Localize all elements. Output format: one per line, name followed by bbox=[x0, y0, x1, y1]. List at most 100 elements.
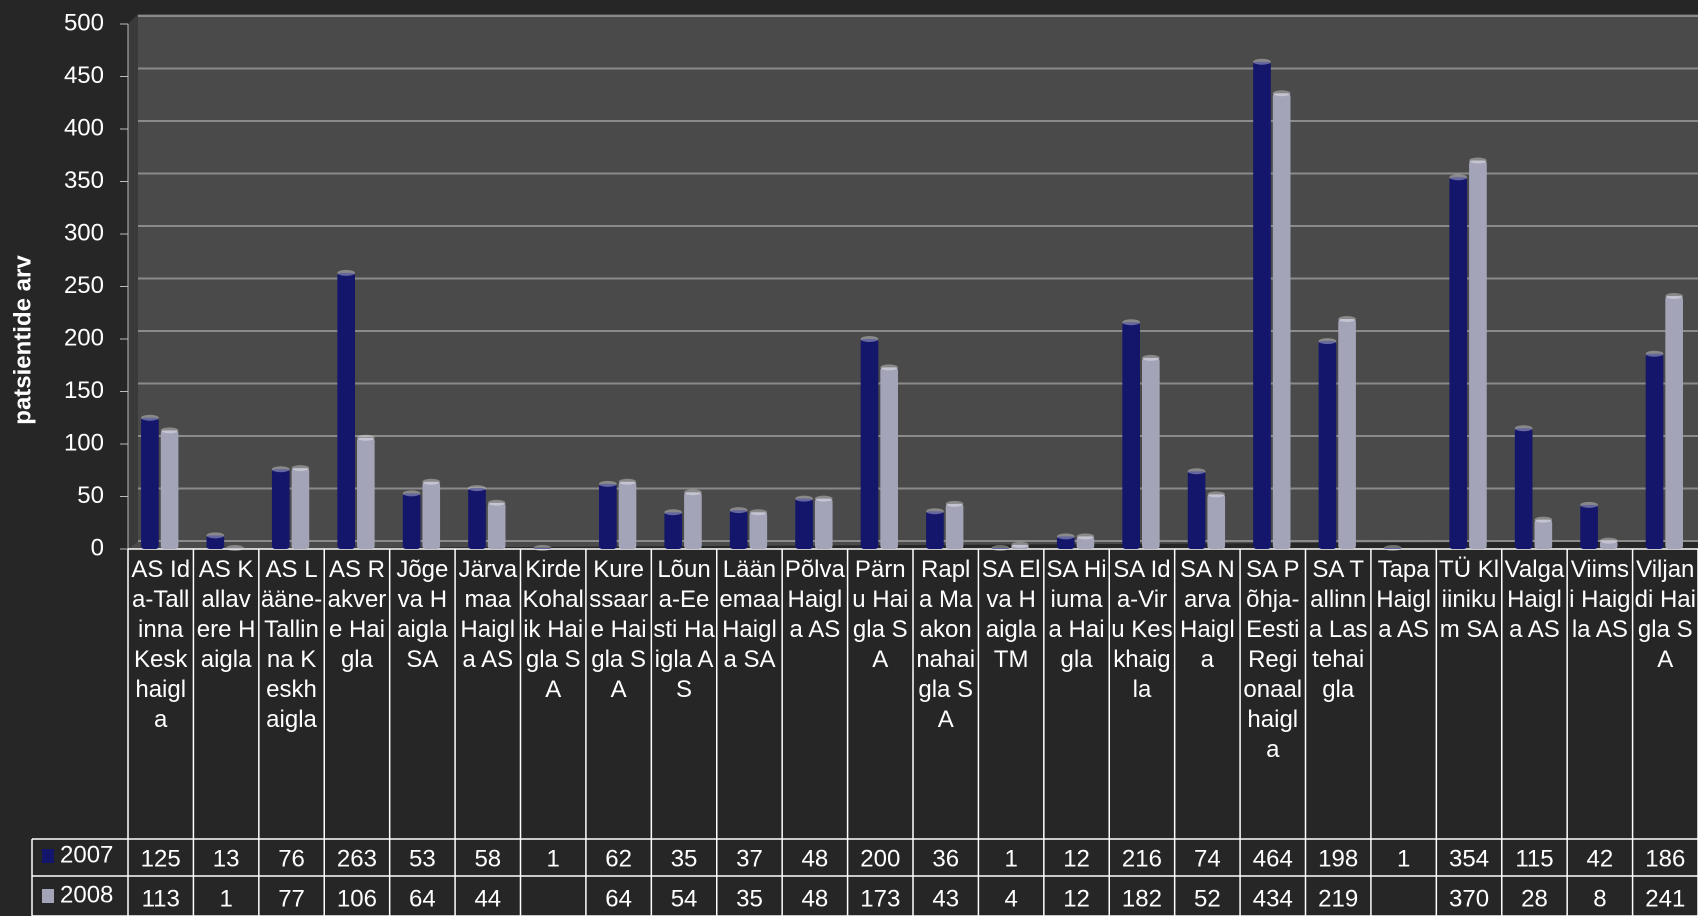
y-tick-label: 150 bbox=[64, 377, 104, 404]
bar-cap bbox=[160, 427, 179, 434]
table-value: 1 bbox=[1397, 845, 1410, 872]
table-value: 48 bbox=[802, 885, 829, 912]
bar bbox=[860, 339, 879, 549]
bar bbox=[795, 498, 813, 549]
x-tick-label-box: AS Lääne-Tallinna Keskhaigla bbox=[261, 556, 322, 733]
x-tick-label: Rapla Maakonnahaigla SA bbox=[916, 556, 976, 733]
bar bbox=[1338, 319, 1356, 549]
x-tick-label-box: AS Kallavere Haigla bbox=[197, 556, 256, 673]
bar bbox=[814, 498, 833, 549]
x-tick-label-box: SA Narva Haigla bbox=[1180, 556, 1235, 673]
bar-cap bbox=[880, 364, 898, 371]
table-value: 241 bbox=[1645, 885, 1685, 912]
bar bbox=[206, 535, 225, 549]
x-tick-label: AS Rakvere Haigla bbox=[327, 556, 387, 673]
x-tick-label-box: Pärnu Haigla SA bbox=[852, 556, 909, 673]
x-tick-label-box: AS Ida-Tallinna Keskhaigla bbox=[131, 556, 191, 733]
x-tick-label-box: SA Ida-Viru Keskhaigla bbox=[1111, 556, 1173, 703]
table-value: 182 bbox=[1122, 885, 1162, 912]
x-tick-label-box: AS Rakvere Haigla bbox=[327, 556, 387, 673]
table-value: 1 bbox=[547, 845, 560, 872]
bar-cap bbox=[1645, 350, 1664, 357]
x-tick-label-box: Lõuna-Eesti Haigla AS bbox=[653, 556, 714, 703]
bar-cap bbox=[226, 544, 244, 551]
x-tick-label: Kirde Kohalik Haigla SA bbox=[522, 556, 584, 703]
table-value: 370 bbox=[1449, 885, 1489, 912]
bar-cap bbox=[991, 544, 1010, 551]
bar-cap bbox=[1514, 425, 1533, 432]
bar bbox=[141, 417, 159, 549]
x-tick-label: Pärnu Haigla SA bbox=[852, 556, 909, 673]
bar-cap bbox=[795, 495, 813, 502]
bar-cap bbox=[533, 544, 552, 551]
x-tick-label-box: Kirde Kohalik Haigla SA bbox=[522, 556, 584, 703]
x-tick-label-box: SA Tallinna Lastehaigla bbox=[1308, 556, 1368, 703]
bar-cap bbox=[814, 495, 833, 502]
x-tick-label: Järvamaa Haigla AS bbox=[458, 556, 518, 673]
bar-cap bbox=[1056, 533, 1075, 540]
x-tick-label: SA Tallinna Lastehaigla bbox=[1308, 556, 1368, 703]
table-value: 216 bbox=[1122, 845, 1162, 872]
table-value: 12 bbox=[1063, 885, 1090, 912]
bar bbox=[1645, 353, 1664, 549]
bar bbox=[226, 547, 244, 549]
bar-cap bbox=[1207, 491, 1226, 498]
table-value: 64 bbox=[409, 885, 436, 912]
bar-cap bbox=[926, 508, 944, 515]
table-value: 48 bbox=[802, 845, 829, 872]
x-tick-label: SA Narva Haigla bbox=[1180, 556, 1235, 673]
table-value: 1 bbox=[219, 885, 232, 912]
x-tick-label: Viljandi Haigla SA bbox=[1634, 556, 1696, 673]
table-value: 58 bbox=[474, 845, 501, 872]
table-value: 8 bbox=[1593, 885, 1606, 912]
x-tick-label-box: Põlva Haigla AS bbox=[785, 556, 845, 643]
x-tick-label: Kuressaare Haigla SA bbox=[589, 556, 648, 703]
bar bbox=[1076, 536, 1095, 549]
table-value: 13 bbox=[213, 845, 240, 872]
bar bbox=[468, 488, 486, 549]
bar bbox=[1187, 471, 1206, 549]
table-value: 77 bbox=[278, 885, 305, 912]
x-tick-label: SA Elva Haigla TM bbox=[981, 556, 1041, 673]
bar bbox=[664, 512, 683, 549]
bar bbox=[1514, 428, 1533, 549]
table-value: 125 bbox=[141, 845, 181, 872]
bar bbox=[271, 469, 290, 549]
bar bbox=[533, 547, 552, 549]
bar bbox=[402, 493, 421, 549]
table-value: 35 bbox=[671, 845, 698, 872]
x-tick-label-box: TÜ Kliinikum SA bbox=[1439, 556, 1499, 643]
bar-cap bbox=[422, 478, 441, 485]
table-value: 37 bbox=[736, 845, 763, 872]
y-tick-label: 350 bbox=[64, 167, 104, 194]
table-value: 198 bbox=[1318, 845, 1358, 872]
table-value: 1 bbox=[1004, 845, 1017, 872]
table-value: 28 bbox=[1521, 885, 1548, 912]
x-tick-label: SA Ida-Viru Keskhaigla bbox=[1111, 556, 1173, 703]
x-tick-label: SA Põhja-Eesti Regionaalhaigla bbox=[1243, 556, 1303, 763]
y-tick-label: 400 bbox=[64, 114, 104, 141]
bar-cap bbox=[1187, 468, 1206, 475]
y-tick-label: 200 bbox=[64, 324, 104, 351]
y-tick-label: 0 bbox=[91, 534, 104, 561]
bar bbox=[1253, 61, 1271, 550]
x-tick-label: AS Ida-Tallinna Keskhaigla bbox=[131, 556, 191, 733]
bar bbox=[880, 367, 898, 549]
bar-cap bbox=[729, 507, 748, 514]
bar-cap bbox=[618, 478, 637, 485]
bar-cap bbox=[684, 489, 702, 496]
bar bbox=[1534, 519, 1553, 549]
table-value: 74 bbox=[1194, 845, 1221, 872]
table-value: 115 bbox=[1515, 845, 1553, 872]
y-tick-label: 450 bbox=[64, 62, 104, 89]
table-value: 43 bbox=[932, 885, 959, 912]
x-tick-label: Tapa Haigla AS bbox=[1376, 556, 1431, 643]
bar bbox=[1665, 295, 1683, 549]
x-tick-label-box: Viimsi Haigla AS bbox=[1569, 556, 1630, 643]
table-value: 4 bbox=[1004, 885, 1017, 912]
x-tick-label-box: SA Elva Haigla TM bbox=[981, 556, 1041, 673]
bar-cap bbox=[402, 490, 421, 497]
table-value: 12 bbox=[1063, 845, 1090, 872]
x-tick-label: SA Hiiumaa Haigla bbox=[1046, 556, 1107, 673]
